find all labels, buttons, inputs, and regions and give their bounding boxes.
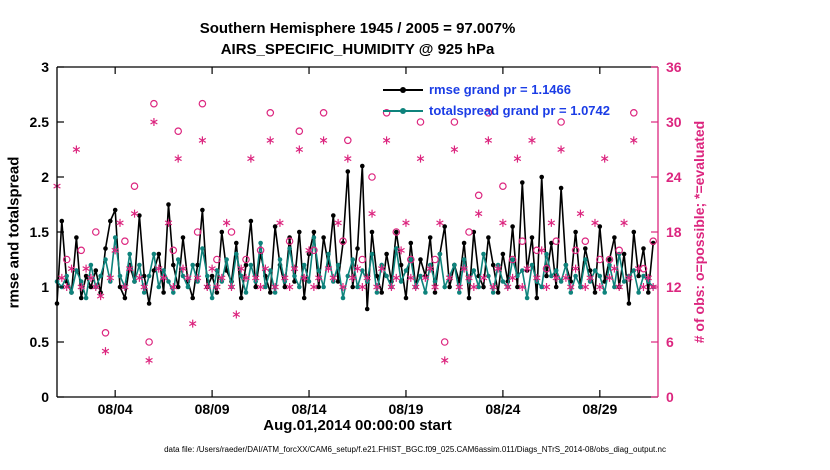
legend-row: totalspread grand pr = 1.0742 [383,100,610,121]
data-file-path: data file: /Users/raeder/DAI/ATM_forcXX/… [164,445,666,454]
chart-subtitle: AIRS_SPECIFIC_HUMIDITY @ 925 hPa [220,41,495,58]
svg-text:30: 30 [666,114,682,130]
svg-text:18: 18 [666,224,682,240]
svg-text:08/09: 08/09 [195,401,230,417]
svg-text:2: 2 [41,169,49,185]
legend-row: rmse grand pr = 1.1466 [383,79,610,100]
x-axis-label: Aug.01,2014 00:00:00 start [263,417,452,434]
left-axis-label: rmse and totalspread [5,156,23,309]
svg-text:6: 6 [666,334,674,350]
svg-text:24: 24 [666,169,682,185]
rmse-line-sample [383,85,423,95]
svg-text:0.5: 0.5 [30,334,50,350]
svg-text:08/04: 08/04 [98,401,133,417]
svg-text:08/24: 08/24 [485,401,520,417]
totalspread-line-sample [383,106,423,116]
chart-title: Southern Hemisphere 1945 / 2005 = 97.007… [199,20,516,37]
legend-label-rmse: rmse grand pr = 1.1466 [429,82,571,97]
svg-text:12: 12 [666,279,682,295]
legend-label-totalspread: totalspread grand pr = 1.0742 [429,103,610,118]
svg-text:36: 36 [666,59,682,75]
svg-text:2.5: 2.5 [30,114,50,130]
svg-text:08/19: 08/19 [388,401,423,417]
legend: rmse grand pr = 1.1466 totalspread grand… [383,79,610,121]
svg-text:08/29: 08/29 [582,401,617,417]
svg-text:0: 0 [666,389,674,405]
svg-text:08/14: 08/14 [292,401,327,417]
svg-text:1: 1 [41,279,49,295]
right-axis-label: # of obs: o=possible; *=evaluated [691,120,707,344]
svg-text:0: 0 [41,389,49,405]
svg-text:1.5: 1.5 [30,224,50,240]
svg-text:3: 3 [41,59,49,75]
